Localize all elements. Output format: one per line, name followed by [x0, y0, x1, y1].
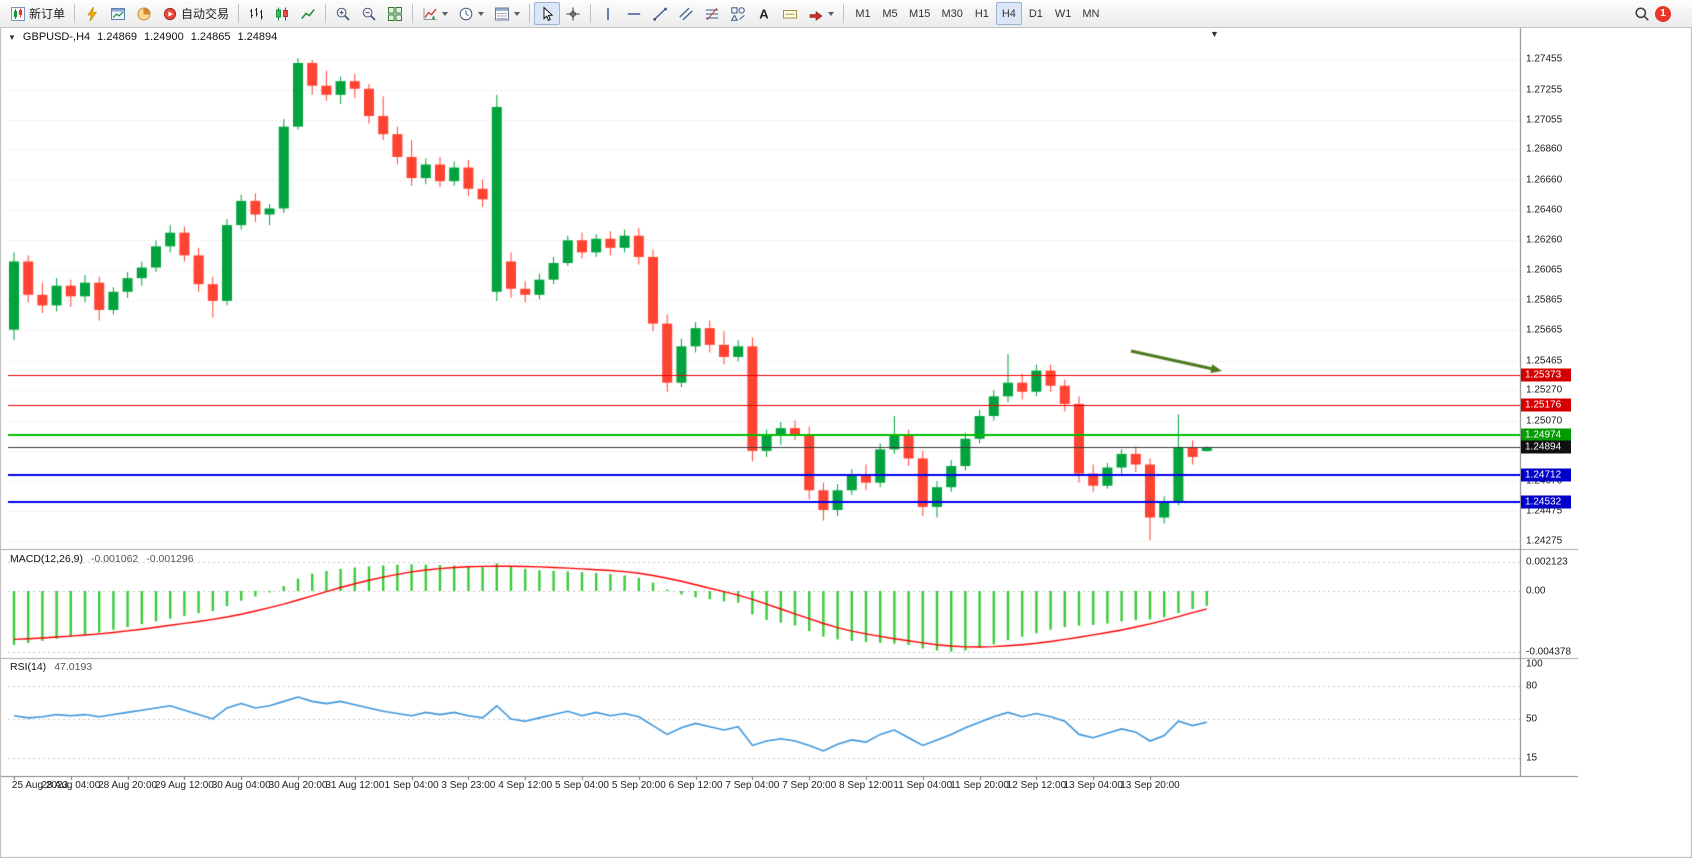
shapes-button[interactable] [725, 2, 751, 25]
timeframe-button-w1[interactable]: W1 [1050, 2, 1077, 25]
dropdown-caret-icon [828, 11, 835, 16]
clock-icon [458, 6, 474, 22]
timeframe-button-m30[interactable]: M30 [936, 2, 967, 25]
new-order-button-label: 新订单 [29, 7, 66, 21]
tile-windows-button[interactable] [382, 2, 408, 25]
auto-trading-button-label: 自动交易 [181, 7, 230, 21]
text-button[interactable]: A [751, 2, 777, 25]
zoom-in-icon [335, 6, 351, 22]
crosshair-button[interactable] [560, 2, 586, 25]
chart-symbol-header: ▼ GBPUSD-,H4 1.24869 1.24900 1.24865 1.2… [8, 31, 277, 43]
ohlc-low: 1.24865 [190, 31, 231, 43]
macd-label: MACD(12,26,9) -0.001062 -0.001296 [10, 553, 194, 565]
toolbar-separator [238, 4, 240, 23]
label-button[interactable] [777, 2, 803, 25]
trendline-icon [652, 6, 668, 22]
bar-chart-button[interactable] [243, 2, 269, 25]
arrows-button[interactable] [803, 2, 839, 25]
zoom-in-button[interactable] [330, 2, 356, 25]
toolbar-separator [325, 4, 327, 23]
timeframe-button-h1[interactable]: H1 [969, 2, 995, 25]
indicators-icon [422, 6, 438, 22]
search-button[interactable] [1629, 2, 1655, 25]
toolbar: 新订单 自动交易 A M1 M5 M15 M30 H1 H4 D1 W1 MN 1 [0, 0, 1692, 28]
toolbar-separator [529, 4, 531, 23]
autotrade-icon [162, 6, 178, 22]
objects-icon [730, 6, 746, 22]
timeframe-toolbar: M1 M5 M15 M30 H1 H4 D1 W1 MN [850, 2, 1104, 25]
dropdown-caret-icon [514, 11, 521, 16]
timeframe-button-m1[interactable]: M1 [850, 2, 876, 25]
line-chart-button[interactable] [295, 2, 321, 25]
timeframe-button-m5[interactable]: M5 [877, 2, 903, 25]
line-chart-icon [300, 6, 316, 22]
cursor-icon [539, 5, 555, 22]
rsi-name: RSI(14) [10, 661, 47, 673]
new-order-button[interactable]: 新订单 [5, 2, 70, 25]
ohlc-high: 1.24900 [143, 31, 184, 43]
lightning-icon [84, 6, 100, 22]
vline-icon [600, 6, 616, 22]
notification-badge[interactable]: 1 [1655, 5, 1671, 22]
toolbar-separator [74, 4, 76, 23]
dropdown-caret-icon [442, 11, 449, 16]
fibonacci-button[interactable] [699, 2, 725, 25]
candlestick-chart-button[interactable] [269, 2, 295, 25]
symbol-caret-icon: ▼ [8, 32, 16, 42]
timeframe-button-m15[interactable]: M15 [904, 2, 935, 25]
svg-text:A: A [759, 6, 769, 21]
timeframe-button-mn[interactable]: MN [1077, 2, 1104, 25]
candlestick-icon [274, 6, 290, 22]
profiles-button[interactable] [131, 2, 157, 25]
indicators-button[interactable] [417, 2, 453, 25]
macd-name: MACD(12,26,9) [10, 553, 83, 565]
text-icon: A [756, 6, 772, 22]
dropdown-caret-icon [478, 11, 485, 16]
label-icon [782, 6, 798, 22]
arrow-shape-icon [808, 6, 824, 22]
search-icon [1634, 6, 1650, 22]
horizontal-line-button[interactable] [621, 2, 647, 25]
profile-icon [136, 6, 152, 22]
channel-button[interactable] [673, 2, 699, 25]
hline-icon [626, 6, 642, 22]
bar-chart-icon [248, 6, 264, 22]
chart-shift-icon[interactable]: ▼ [1210, 29, 1219, 39]
metaeditor-button[interactable] [79, 2, 105, 25]
templates-button[interactable] [489, 2, 525, 25]
toolbar-separator [412, 4, 414, 23]
toolbar-separator [590, 4, 592, 23]
template-icon [494, 6, 510, 22]
zoom-out-button[interactable] [356, 2, 382, 25]
toolbar-separator [843, 4, 845, 23]
timeframe-button-d1[interactable]: D1 [1023, 2, 1049, 25]
macd-signal-value: -0.001296 [146, 553, 194, 565]
cursor-button[interactable] [534, 2, 561, 25]
periods-button[interactable] [453, 2, 489, 25]
auto-trading-button[interactable]: 自动交易 [157, 2, 234, 25]
new-order-icon [10, 6, 26, 22]
rsi-value: 47.0193 [54, 661, 93, 673]
new-chart-button[interactable] [105, 2, 131, 25]
macd-main-value: -0.001062 [90, 553, 139, 565]
symbol-label: GBPUSD-,H4 [22, 31, 91, 43]
rsi-label: RSI(14) 47.0193 [10, 661, 92, 673]
crosshair-icon [565, 6, 581, 22]
tile-windows-icon [387, 6, 403, 22]
timeframe-button-h4[interactable]: H4 [995, 2, 1022, 25]
ohlc-open: 1.24869 [97, 31, 137, 43]
fibonacci-icon [704, 6, 720, 22]
channel-icon [678, 6, 694, 22]
new-chart-icon [110, 6, 126, 22]
zoom-out-icon [361, 6, 377, 22]
trendline-button[interactable] [647, 2, 673, 25]
ohlc-close: 1.24894 [237, 31, 278, 43]
vertical-line-button[interactable] [595, 2, 621, 25]
